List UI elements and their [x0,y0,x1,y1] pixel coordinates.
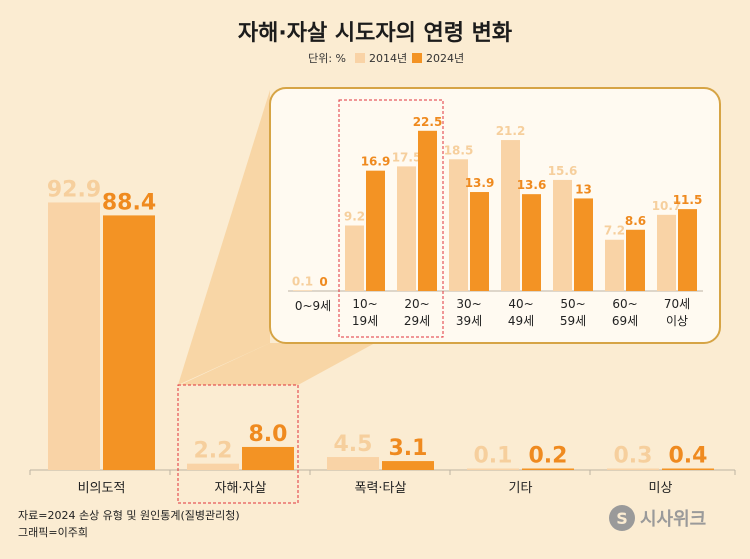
inset-bar-2014-3 [449,159,468,291]
inset-category-label-4-0: 40~ [508,297,533,311]
inset-bar-2014-7 [657,214,676,291]
inset-value-label-2014-3: 18.5 [444,143,474,157]
inset-category-label-3-1: 39세 [456,314,482,328]
legend-label-2014: 2014년 [369,52,407,65]
inset-category-label-0-0: 0~9세 [295,299,331,313]
inset-value-label-2024-5: 13 [575,182,592,196]
main-value-label-2014-2: 4.5 [334,432,373,457]
inset-value-label-2024-1: 16.9 [361,155,391,169]
inset-value-label-2014-5: 15.6 [548,164,578,178]
main-value-label-2014-3: 0.1 [474,444,513,469]
inset-value-label-2014-2: 17.5 [392,150,422,164]
highlight-box-main [177,384,299,504]
inset-bar-2024-6 [626,229,645,291]
inset-bar-2024-7 [678,209,697,291]
inset-bar-2024-1 [366,170,385,291]
inset-value-label-2024-7: 11.5 [673,193,703,207]
inset-category-label-2-1: 29세 [404,314,430,328]
main-bar-2014-1 [187,463,239,470]
inset-value-label-2024-0: 0 [319,275,327,289]
inset-category-label-4-1: 49세 [508,314,534,328]
main-value-label-2024-3: 0.2 [529,444,568,469]
inset-category-label-5-1: 59세 [560,314,586,328]
source-text: 자료=2024 손상 유형 및 원인통계(질병관리청) [18,509,240,522]
zoom-connector [180,343,375,385]
main-bar-2014-4 [607,468,659,470]
main-bar-2014-3 [467,468,519,470]
main-bar-2024-4 [662,468,714,470]
inset-value-label-2014-0: 0.1 [292,274,313,288]
inset-category-label-5-0: 50~ [560,297,585,311]
inset-bar-2014-1 [345,225,364,291]
logo-mark-glyph: S [616,509,628,528]
main-value-label-2024-2: 3.1 [389,436,428,461]
main-value-label-2024-0: 88.4 [102,190,156,215]
main-bar-2024-3 [522,468,574,470]
inset-value-label-2014-4: 21.2 [496,124,526,138]
credit-text: 그래픽=이주희 [18,526,88,539]
inset-value-label-2014-6: 7.2 [604,224,625,238]
main-chart: 92.988.4 비의도적 2.2 8.0 자해·자살 4.5 3.1 폭력·타살 0.1 0.2… [29,177,736,496]
inset-value-label-2024-6: 8.6 [625,214,646,228]
legend-swatch-2014 [355,53,365,63]
logo: S 시사위크 [609,505,706,531]
inset-chart: 0.1 0 0~9세 9.2 16.9 10~ 19세 17.5 22.5 20~ 29세 18.5 1… [288,115,703,328]
main-value-label-2014-1: 2.2 [194,439,233,464]
chart-title: 자해·자살 시도자의 연령 변화 [238,21,512,46]
inset-category-label-1-0: 10~ [352,297,377,311]
main-bar-2014-0 [48,202,100,470]
main-bar-2014-2 [327,457,379,470]
inset-bar-2014-4 [501,140,520,291]
inset-category-label-7-1: 이상 [666,314,688,328]
main-value-label-2014-4: 0.3 [614,444,653,469]
main-category-label-4: 미상 [649,481,673,496]
inset-value-label-2024-2: 22.5 [413,115,443,129]
inset-category-label-7-0: 70세 [664,297,690,311]
logo-mark-icon [609,505,635,531]
main-bar-2024-2 [382,461,434,470]
inset-value-label-2014-1: 9.2 [344,209,365,223]
inset-bar-2014-6 [605,239,624,291]
inset-category-label-6-1: 69세 [612,314,638,328]
inset-category-label-6-0: 60~ [612,297,637,311]
inset-bar-2024-4 [522,194,541,291]
inset-category-label-1-1: 19세 [352,314,378,328]
main-category-label-3: 기타 [509,481,533,496]
main-bar-2024-1 [242,446,294,470]
zoom-connector-left [178,90,270,385]
main-category-label-0: 비의도적 [78,481,126,496]
legend: 단위: % 2014년 2024년 [308,52,464,65]
main-bar-2024-0 [103,215,155,470]
main-category-label-2: 폭력·타살 [355,481,407,496]
legend-unit: 단위: % [308,52,346,65]
logo-text: 시사위크 [640,509,706,530]
main-value-label-2024-4: 0.4 [669,444,708,469]
main-value-label-2014-0: 92.9 [47,177,101,202]
inset-bar-2014-2 [397,166,416,291]
inset-category-label-2-0: 20~ [404,297,429,311]
legend-swatch-2024 [412,53,422,63]
inset-bar-2014-0 [293,290,312,291]
inset-value-label-2024-3: 13.9 [465,176,495,190]
inset-value-label-2024-4: 13.6 [517,178,547,192]
inset-bar-2014-5 [553,179,572,291]
inset-bar-2024-5 [574,198,593,291]
main-category-label-1: 자해·자살 [215,481,267,496]
inset-category-label-3-0: 30~ [456,297,481,311]
legend-label-2024: 2024년 [426,52,464,65]
inset-value-label-2014-7: 10.7 [652,199,682,213]
main-value-label-2024-1: 8.0 [249,422,288,447]
highlight-box-inset [338,99,444,338]
inset-bar-2024-3 [470,192,489,291]
inset-bar-2024-2 [418,130,437,291]
